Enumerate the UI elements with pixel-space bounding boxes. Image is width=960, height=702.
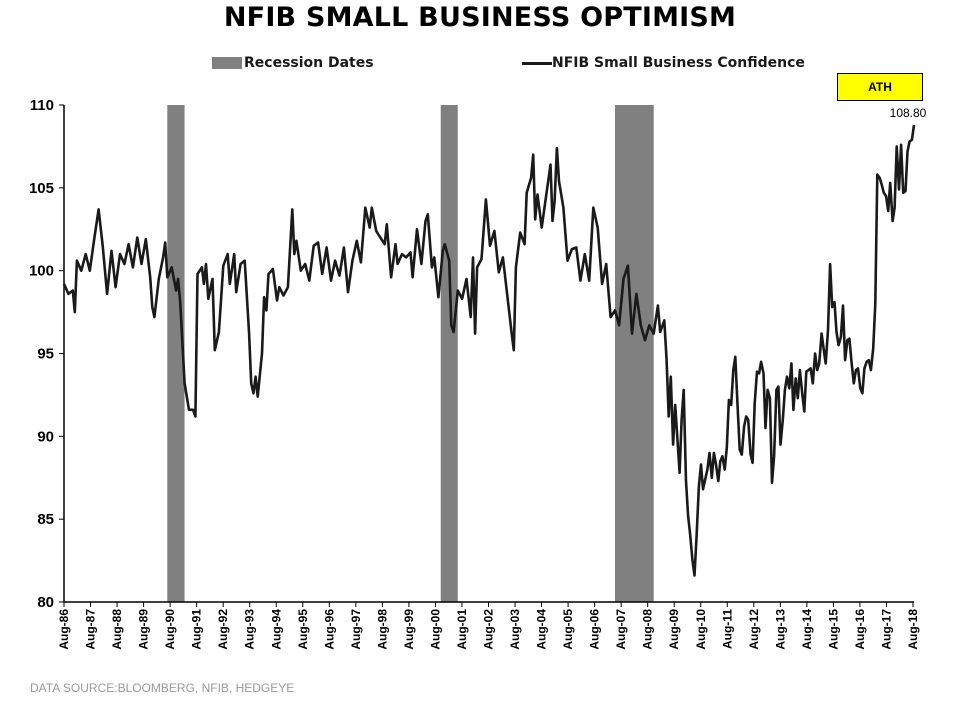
recession-band bbox=[167, 105, 185, 602]
x-tick-label: Aug-02 bbox=[482, 609, 496, 650]
x-tick-label: Aug-91 bbox=[190, 609, 204, 650]
x-tick-label: Aug-89 bbox=[137, 609, 151, 650]
x-tick-label: Aug-86 bbox=[57, 609, 71, 650]
y-tick-label: 85 bbox=[37, 511, 54, 528]
y-tick-label: 95 bbox=[37, 346, 54, 363]
x-tick-label: Aug-14 bbox=[800, 609, 814, 650]
x-tick-label: Aug-00 bbox=[428, 609, 442, 650]
y-tick-label: 100 bbox=[29, 263, 54, 280]
ath-annotation-value: 108.80 bbox=[889, 106, 927, 120]
y-tick-label: 105 bbox=[29, 180, 54, 197]
y-tick-label: 80 bbox=[37, 594, 54, 611]
x-tick-label: Aug-07 bbox=[614, 609, 628, 650]
x-tick-label: Aug-88 bbox=[110, 609, 124, 650]
chart-legend: Recession Dates NFIB Small Business Conf… bbox=[0, 53, 960, 73]
x-tick-label: Aug-16 bbox=[853, 609, 867, 650]
x-tick-label: Aug-99 bbox=[402, 609, 416, 650]
recession-bands bbox=[167, 105, 654, 602]
y-tick-label: 110 bbox=[30, 97, 54, 114]
x-tick-label: Aug-09 bbox=[667, 609, 681, 650]
x-tick-label: Aug-95 bbox=[296, 609, 310, 650]
legend-swatch-confidence bbox=[522, 61, 552, 65]
x-tick-label: Aug-05 bbox=[561, 609, 575, 650]
legend-label-confidence: NFIB Small Business Confidence bbox=[552, 55, 805, 71]
legend-item-recession: Recession Dates bbox=[212, 53, 374, 73]
series-line-confidence bbox=[62, 124, 916, 577]
x-tick-label: Aug-96 bbox=[322, 609, 336, 650]
x-tick-label: Aug-06 bbox=[588, 609, 602, 650]
series-lines bbox=[62, 124, 916, 577]
x-tick-label: Aug-97 bbox=[349, 609, 363, 650]
legend-label-recession: Recession Dates bbox=[244, 55, 374, 71]
ath-annotation-box: ATH bbox=[837, 73, 923, 101]
x-tick-label: Aug-12 bbox=[747, 609, 761, 650]
recession-band bbox=[440, 105, 458, 602]
x-tick-label: Aug-03 bbox=[508, 609, 522, 650]
legend-swatch-recession bbox=[212, 57, 242, 69]
x-tick-label: Aug-13 bbox=[773, 609, 787, 650]
x-tick-label: Aug-10 bbox=[694, 609, 708, 650]
x-tick-label: Aug-87 bbox=[84, 609, 98, 650]
x-tick-label: Aug-90 bbox=[163, 609, 177, 650]
x-tick-label: Aug-98 bbox=[375, 609, 389, 650]
chart-title: NFIB SMALL BUSINESS OPTIMISM bbox=[223, 2, 737, 33]
x-tick-label: Aug-92 bbox=[216, 609, 230, 650]
x-tick-label: Aug-18 bbox=[906, 609, 920, 650]
x-tick-label: Aug-93 bbox=[243, 609, 257, 650]
x-tick-label: Aug-17 bbox=[879, 609, 893, 650]
data-source-note: DATA SOURCE:BLOOMBERG, NFIB, HEDGEYE bbox=[30, 681, 295, 695]
x-tick-label: Aug-04 bbox=[535, 609, 549, 650]
x-tick-label: Aug-08 bbox=[641, 609, 655, 650]
legend-item-confidence: NFIB Small Business Confidence bbox=[522, 53, 805, 73]
axes: 80 85 90 95 100 105 110 Aug-86 Aug-87 Aug-88 Aug-8… bbox=[29, 97, 920, 650]
recession-band bbox=[615, 105, 654, 602]
x-tick-label: Aug-01 bbox=[455, 609, 469, 650]
x-tick-label: Aug-15 bbox=[826, 609, 840, 650]
y-tick-label: 90 bbox=[37, 428, 54, 445]
x-tick-label: Aug-94 bbox=[269, 609, 283, 650]
x-tick-label: Aug-11 bbox=[720, 609, 734, 649]
